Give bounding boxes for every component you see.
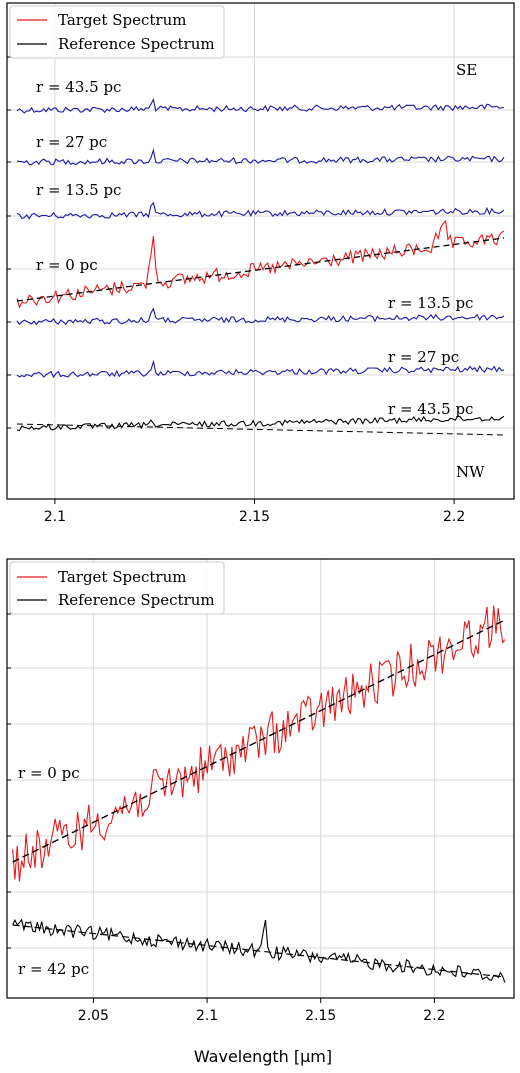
- top-legend-target-label: Target Spectrum: [58, 11, 186, 29]
- top-ticks: 2.1 2.15 2.2: [7, 57, 465, 525]
- bottom-label-center: r = 0 pc: [18, 764, 80, 782]
- x-tick-label: 2.2: [443, 509, 465, 525]
- top-reference-fit: [17, 424, 504, 435]
- top-label-se-27: r = 27 pc: [36, 133, 107, 151]
- bottom-series-group: [13, 606, 505, 983]
- top-label-center: r = 0 pc: [36, 256, 98, 274]
- bottom-label-reference: r = 42 pc: [18, 960, 89, 978]
- x-tick-label: 2.2: [423, 1008, 445, 1024]
- x-tick-label: 2.15: [239, 509, 270, 525]
- bottom-legend: Target Spectrum Reference Spectrum: [10, 562, 224, 614]
- top-label-se-13: r = 13.5 pc: [36, 181, 121, 199]
- x-axis-label: Wavelength [μm]: [194, 1047, 332, 1066]
- top-legend: Target Spectrum Reference Spectrum: [10, 6, 224, 58]
- top-label-nw-13: r = 13.5 pc: [388, 294, 473, 312]
- top-annotation-se: SE: [456, 61, 477, 79]
- bottom-target-line: [13, 606, 505, 882]
- bottom-panel: 2.05 2.1 2.15 2.2 r = 0 pc r = 42 pc Target…: [7, 559, 514, 1066]
- top-label-se-43: r = 43.5 pc: [36, 78, 121, 96]
- bottom-legend-target-label: Target Spectrum: [58, 568, 186, 586]
- top-annotation-nw: NW: [456, 463, 485, 481]
- x-tick-label: 2.15: [305, 1008, 336, 1024]
- x-tick-label: 2.05: [78, 1008, 109, 1024]
- top-label-nw-43: r = 43.5 pc: [388, 400, 473, 418]
- bottom-target-fit: [13, 620, 505, 862]
- top-panel: 2.1 2.15 2.2 r = 43.5 pc r = 27 pc r = 13.…: [7, 3, 514, 525]
- x-tick-label: 2.1: [44, 509, 66, 525]
- top-legend-reference-label: Reference Spectrum: [58, 35, 215, 53]
- x-tick-label: 2.1: [196, 1008, 218, 1024]
- bottom-legend-reference-label: Reference Spectrum: [58, 591, 215, 609]
- top-series-line: [17, 100, 504, 113]
- top-label-nw-27: r = 27 pc: [388, 348, 459, 366]
